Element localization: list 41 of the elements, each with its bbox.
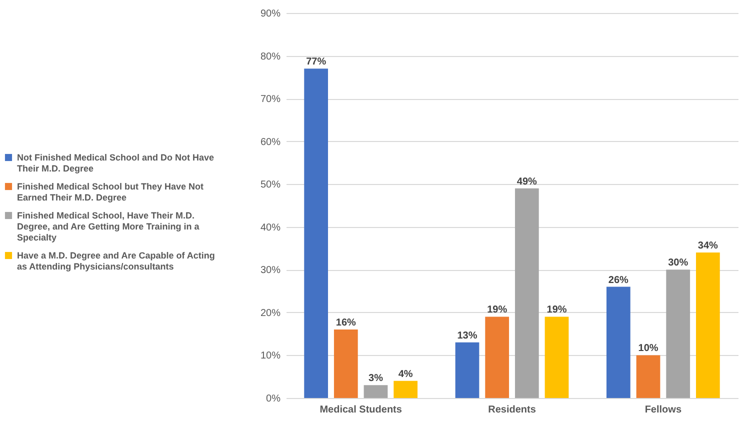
data-label: 49%: [516, 176, 538, 188]
legend-label: Finished Medical School, Have Their M.D. Degree, and Are Getting More Training in a Specialty: [17, 210, 200, 242]
data-label: 30%: [668, 258, 688, 269]
y-tick-label: 50%: [260, 180, 281, 191]
bar: [304, 68, 328, 398]
y-tick-label: 70%: [260, 94, 281, 106]
data-label: 3%: [368, 373, 384, 384]
y-tick-label: 90%: [260, 8, 281, 20]
y-tick-label: 10%: [260, 350, 281, 362]
data-label: 16%: [336, 318, 356, 329]
bar: [514, 188, 539, 398]
bar: [485, 316, 510, 398]
y-tick-label: 20%: [260, 308, 281, 319]
bar: [544, 316, 569, 398]
bar: [334, 330, 358, 398]
bar: [636, 355, 660, 398]
x-tick-label: Fellows: [644, 404, 682, 416]
legend-label: Finished Medical School but They Have Not Earned Their M.D. Degree: [17, 182, 204, 202]
bar: [455, 342, 480, 398]
data-label: 34%: [698, 240, 718, 252]
bar: [696, 252, 720, 398]
data-label: 13%: [457, 330, 478, 342]
y-tick-label: 0%: [266, 394, 281, 404]
data-label: 19%: [546, 304, 567, 316]
bar: [364, 385, 388, 398]
data-label: 26%: [608, 274, 629, 286]
data-label: 10%: [638, 343, 658, 354]
y-tick-label: 40%: [260, 222, 281, 234]
y-tick-label: 30%: [260, 265, 281, 276]
data-label: 19%: [487, 304, 508, 316]
data-label: 4%: [398, 368, 413, 380]
legend-label: Have a M.D. Degree and Are Capable of Acting as Attending Physicians/consultants: [17, 250, 215, 272]
x-tick-label: Medical Students: [320, 404, 402, 416]
y-tick-label: 80%: [260, 51, 281, 62]
y-tick-label: 60%: [260, 136, 281, 148]
legend-label: Not Finished Medical School and Do Not Have Their M.D. Degree: [17, 152, 214, 174]
bar: [606, 286, 630, 398]
x-tick-label: Residents: [488, 404, 536, 416]
bar: [666, 270, 690, 398]
data-label: 77%: [306, 56, 326, 68]
bar: [394, 380, 418, 398]
